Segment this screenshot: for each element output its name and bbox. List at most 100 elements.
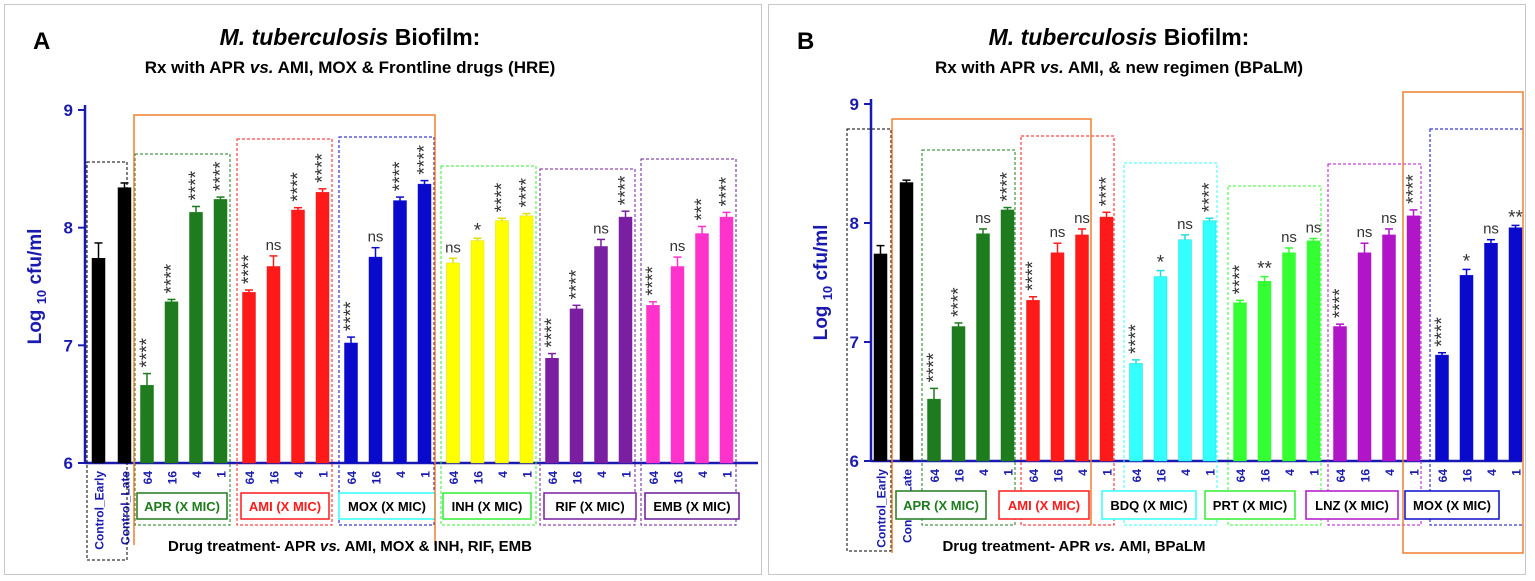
dose-label: 4 xyxy=(394,471,408,478)
data-bar xyxy=(344,342,358,464)
data-bar xyxy=(189,212,203,464)
significance-label: ns xyxy=(975,210,991,227)
significance-label: **** xyxy=(288,171,309,201)
dose-label: 1 xyxy=(1408,469,1422,476)
y-tick-label: 8 xyxy=(64,219,73,238)
group-box xyxy=(1020,135,1115,526)
significance-label: **** xyxy=(186,170,207,200)
dose-label: 1 xyxy=(419,471,433,478)
significance-label: ns xyxy=(1381,210,1397,227)
group-label-box xyxy=(543,492,637,520)
significance-label: **** xyxy=(137,337,158,367)
dose-label: 16 xyxy=(571,471,585,485)
data-bar xyxy=(976,233,990,462)
data-bar xyxy=(545,358,559,464)
significance-label: **** xyxy=(643,266,664,296)
significance-label: **** xyxy=(1330,288,1351,318)
x-axis-label: Drug treatment- APR vs. AMI, MOX & INH, … xyxy=(168,538,532,555)
significance-label: ns xyxy=(670,238,686,255)
control-group-box xyxy=(86,161,128,561)
group-label-box xyxy=(1204,490,1296,520)
data-bar xyxy=(1026,300,1040,462)
group-label-box xyxy=(442,492,532,520)
significance-label: **** xyxy=(239,254,260,284)
data-bar xyxy=(470,240,485,464)
y-tick-label: 9 xyxy=(64,101,73,120)
y-tick-label: 6 xyxy=(850,452,859,471)
group-box xyxy=(134,153,231,526)
dose-label: 16 xyxy=(370,471,384,485)
group-label: AMI (X MIC) xyxy=(1008,498,1080,513)
significance-label: **** xyxy=(567,269,588,299)
panel-a: A M. tuberculosis Biofilm: Rx with APR vs.… xyxy=(4,4,762,575)
significance-label: * xyxy=(1463,251,1471,272)
significance-label: **** xyxy=(341,301,362,331)
significance-label: **** xyxy=(542,317,563,347)
data-bar xyxy=(1202,220,1217,462)
data-bar xyxy=(213,199,228,464)
data-bar xyxy=(368,256,383,464)
group-label: AMI (X MIC) xyxy=(249,499,321,514)
dose-label: 64 xyxy=(546,471,560,485)
control-label: Control_Early xyxy=(875,469,889,548)
data-bar xyxy=(1435,354,1449,462)
control-label: Control_Early xyxy=(93,471,107,550)
data-bar xyxy=(1050,252,1065,462)
group-box xyxy=(921,149,1016,526)
group-box xyxy=(1327,163,1422,526)
data-bar xyxy=(1099,216,1114,462)
significance-label: **** xyxy=(1126,324,1147,354)
y-tick-label: 7 xyxy=(64,336,73,355)
significance-label: ns xyxy=(1281,229,1297,246)
data-bar xyxy=(670,266,685,464)
group-box xyxy=(338,136,435,526)
data-bar xyxy=(1282,252,1296,462)
significance-label: * xyxy=(474,220,482,241)
data-bar xyxy=(1233,302,1247,462)
dose-label: 4 xyxy=(696,471,710,478)
dose-label: 4 xyxy=(1283,469,1297,476)
dose-label: 64 xyxy=(1027,469,1041,483)
dose-label: 1 xyxy=(1002,469,1016,476)
significance-label: **** xyxy=(924,352,945,382)
data-bar xyxy=(1459,275,1474,462)
dose-label: 64 xyxy=(1130,469,1144,483)
group-label: MOX (X MIC) xyxy=(348,499,426,514)
y-tick-label: 6 xyxy=(64,454,73,473)
dose-label: 4 xyxy=(1485,469,1499,476)
data-bar xyxy=(1306,240,1321,462)
group-label-box xyxy=(1305,490,1399,520)
chart-title: M. tuberculosis Biofilm: xyxy=(220,24,481,50)
group-label: MOX (X MIC) xyxy=(1413,498,1491,513)
data-bar xyxy=(618,216,633,464)
group-label: APR (X MIC) xyxy=(903,498,979,513)
significance-label: ns xyxy=(368,229,384,246)
dose-label: 64 xyxy=(1334,469,1348,483)
group-box xyxy=(1123,162,1218,526)
data-bar xyxy=(1406,215,1421,462)
significance-label: ns xyxy=(445,239,461,256)
control-label: Control_Late xyxy=(119,471,133,545)
dose-label: 64 xyxy=(345,471,359,485)
group-label-box xyxy=(240,492,330,520)
dose-label: 1 xyxy=(317,471,331,478)
group-label-box xyxy=(998,490,1090,520)
y-tick-label: 7 xyxy=(850,333,859,352)
dose-label: 4 xyxy=(190,471,204,478)
dose-label: 16 xyxy=(166,471,180,485)
significance-label: **** xyxy=(717,176,738,206)
group-box xyxy=(440,165,537,526)
data-bar xyxy=(646,305,660,464)
data-bar xyxy=(1357,252,1372,462)
data-bar xyxy=(417,183,432,464)
data-bar xyxy=(393,200,407,464)
dose-label: 1 xyxy=(620,471,634,478)
dose-label: 4 xyxy=(595,471,609,478)
significance-label: ns xyxy=(1074,210,1090,227)
group-label-box xyxy=(338,492,436,520)
group-label: APR (X MIC) xyxy=(144,499,220,514)
dose-label: 1 xyxy=(521,471,535,478)
comparison-box xyxy=(891,118,1092,553)
dose-label: 4 xyxy=(496,471,510,478)
significance-label: **** xyxy=(1097,176,1118,206)
